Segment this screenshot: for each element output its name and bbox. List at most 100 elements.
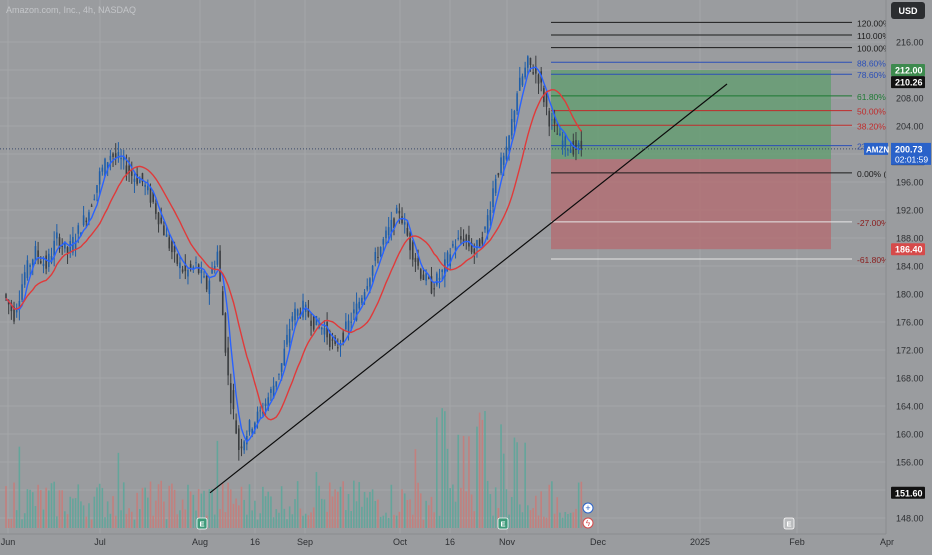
- candle-body[interactable]: [476, 240, 478, 249]
- candle-body[interactable]: [328, 331, 331, 347]
- candle-body[interactable]: [361, 297, 363, 304]
- candle-body[interactable]: [334, 337, 336, 344]
- candle-body[interactable]: [462, 238, 465, 243]
- candle-body[interactable]: [577, 143, 580, 148]
- candle-body[interactable]: [31, 259, 34, 265]
- candle-body[interactable]: [291, 316, 294, 322]
- candle-body[interactable]: [272, 385, 275, 399]
- candle-body[interactable]: [478, 239, 481, 247]
- candle-body[interactable]: [320, 327, 323, 330]
- candle-body[interactable]: [90, 205, 93, 207]
- candle-body[interactable]: [256, 411, 259, 423]
- candle-body[interactable]: [355, 303, 358, 321]
- candle-body[interactable]: [446, 252, 449, 264]
- candle-body[interactable]: [147, 186, 149, 191]
- candle-body[interactable]: [61, 245, 63, 247]
- candle-body[interactable]: [580, 140, 583, 151]
- candle-body[interactable]: [436, 273, 438, 285]
- candle-body[interactable]: [497, 173, 500, 176]
- candle-body[interactable]: [181, 269, 184, 272]
- candle-body[interactable]: [246, 435, 248, 445]
- candle-body[interactable]: [425, 273, 427, 281]
- candle-body[interactable]: [323, 328, 326, 335]
- candle-body[interactable]: [232, 390, 235, 410]
- candle-body[interactable]: [211, 267, 213, 274]
- candle-body[interactable]: [240, 446, 243, 449]
- candle-body[interactable]: [278, 373, 280, 375]
- candle-body[interactable]: [136, 174, 138, 184]
- candle-body[interactable]: [516, 93, 518, 112]
- candle-body[interactable]: [527, 56, 529, 68]
- candle-body[interactable]: [53, 240, 55, 256]
- candle-body[interactable]: [358, 301, 361, 309]
- candle-body[interactable]: [160, 217, 163, 224]
- candle-body[interactable]: [5, 294, 7, 299]
- candle-body[interactable]: [500, 157, 502, 174]
- candle-body[interactable]: [112, 153, 114, 157]
- candle-body[interactable]: [235, 420, 237, 434]
- trendline[interactable]: [209, 83, 728, 494]
- candle-body[interactable]: [353, 309, 355, 314]
- candle-body[interactable]: [393, 218, 395, 229]
- candle-body[interactable]: [144, 184, 146, 187]
- candle-body[interactable]: [337, 347, 339, 349]
- candle-body[interactable]: [465, 234, 468, 241]
- candle-body[interactable]: [403, 222, 406, 225]
- candle-body[interactable]: [128, 165, 130, 174]
- candle-body[interactable]: [101, 167, 104, 172]
- currency-button[interactable]: [891, 2, 925, 19]
- candle-body[interactable]: [481, 237, 484, 244]
- candle-body[interactable]: [64, 241, 66, 249]
- candle-body[interactable]: [283, 348, 286, 366]
- candle-body[interactable]: [288, 329, 291, 343]
- candle-body[interactable]: [395, 207, 398, 214]
- candle-body[interactable]: [406, 227, 409, 236]
- candle-body[interactable]: [109, 155, 112, 161]
- candle-body[interactable]: [184, 263, 187, 272]
- add-indicator-icon[interactable]: [582, 502, 594, 514]
- candle-body[interactable]: [411, 242, 414, 260]
- candle-body[interactable]: [508, 135, 510, 151]
- candle-body[interactable]: [387, 227, 390, 236]
- candle-body[interactable]: [484, 227, 486, 230]
- candle-body[interactable]: [120, 157, 122, 160]
- candle-body[interactable]: [551, 119, 553, 121]
- candle-body[interactable]: [173, 246, 176, 253]
- candle-body[interactable]: [26, 260, 29, 279]
- candle-body[interactable]: [10, 303, 13, 312]
- candle-body[interactable]: [238, 428, 240, 450]
- candle-body[interactable]: [294, 308, 296, 321]
- candle-body[interactable]: [468, 234, 470, 247]
- candle-body[interactable]: [441, 270, 443, 272]
- candle-body[interactable]: [104, 158, 106, 177]
- candle-body[interactable]: [296, 309, 299, 316]
- candle-body[interactable]: [50, 256, 53, 263]
- candle-body[interactable]: [433, 288, 435, 290]
- candle-body[interactable]: [350, 321, 352, 323]
- candle-body[interactable]: [572, 141, 575, 155]
- candle-body[interactable]: [34, 246, 37, 262]
- candle-body[interactable]: [23, 272, 26, 285]
- candle-body[interactable]: [307, 309, 310, 317]
- candle-body[interactable]: [347, 320, 350, 332]
- candle-body[interactable]: [270, 389, 272, 393]
- candle-body[interactable]: [58, 237, 61, 249]
- candle-body[interactable]: [280, 363, 283, 372]
- candle-body[interactable]: [521, 76, 524, 86]
- candle-body[interactable]: [505, 146, 508, 160]
- candle-body[interactable]: [379, 247, 382, 256]
- candle-body[interactable]: [502, 155, 505, 165]
- candle-body[interactable]: [66, 247, 69, 253]
- candle-body[interactable]: [286, 334, 288, 345]
- candle-body[interactable]: [470, 243, 473, 253]
- candle-body[interactable]: [545, 92, 548, 107]
- candle-body[interactable]: [486, 215, 489, 235]
- candle-body[interactable]: [564, 136, 567, 147]
- candle-body[interactable]: [366, 286, 369, 290]
- candle-body[interactable]: [13, 307, 15, 322]
- candle-body[interactable]: [229, 383, 232, 404]
- candle-body[interactable]: [422, 274, 425, 281]
- candle-body[interactable]: [363, 292, 366, 300]
- candle-body[interactable]: [216, 251, 219, 265]
